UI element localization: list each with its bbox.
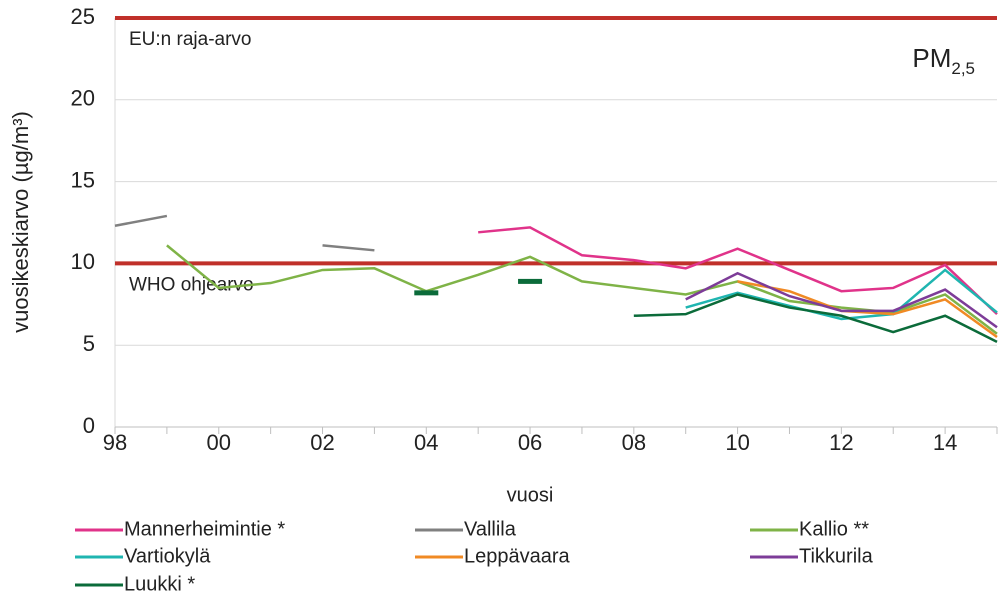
legend-label: Vallila [464,518,517,540]
y-tick-label: 5 [83,331,95,356]
series-line [685,268,998,321]
series-line [114,214,168,228]
x-axis-title: vuosi [507,484,554,506]
x-tick-label: 98 [103,430,127,455]
y-tick-label: 20 [71,86,95,111]
reference-label: WHO ohjearvo [129,274,254,295]
chart-title: PM2,5 [912,43,975,79]
series-line [478,226,998,316]
series-line [322,244,375,252]
legend-label: Kallio ** [799,518,869,540]
x-tick-label: 12 [829,430,853,455]
legend-label: Leppävaara [464,545,571,567]
legend-label: Luukki * [124,573,195,595]
series-line [685,271,998,329]
point-marker [414,290,439,296]
x-tick-label: 02 [310,430,334,455]
y-tick-label: 0 [83,413,95,438]
y-tick-label: 15 [71,167,95,192]
legend-label: Vartiokylä [124,545,211,567]
x-tick-label: 00 [207,430,231,455]
point-marker [518,278,543,284]
series-line [737,280,998,339]
x-tick-label: 06 [518,430,542,455]
y-tick-label: 10 [71,249,95,274]
x-tick-label: 14 [933,430,957,455]
x-tick-label: 08 [622,430,646,455]
reference-label: EU:n raja-arvo [129,29,252,50]
legend-label: Mannerheimintie * [124,518,285,540]
y-tick-label: 25 [71,4,95,29]
y-axis-title: vuosikeskiarvo (µg/m³) [8,111,33,333]
x-tick-label: 04 [414,430,438,455]
title-main: PM [912,43,951,73]
title-subscript: 2,5 [951,59,975,78]
series-line [166,244,998,335]
series-line [633,293,998,344]
x-tick-label: 10 [725,430,749,455]
legend-label: Tikkurila [799,545,874,567]
